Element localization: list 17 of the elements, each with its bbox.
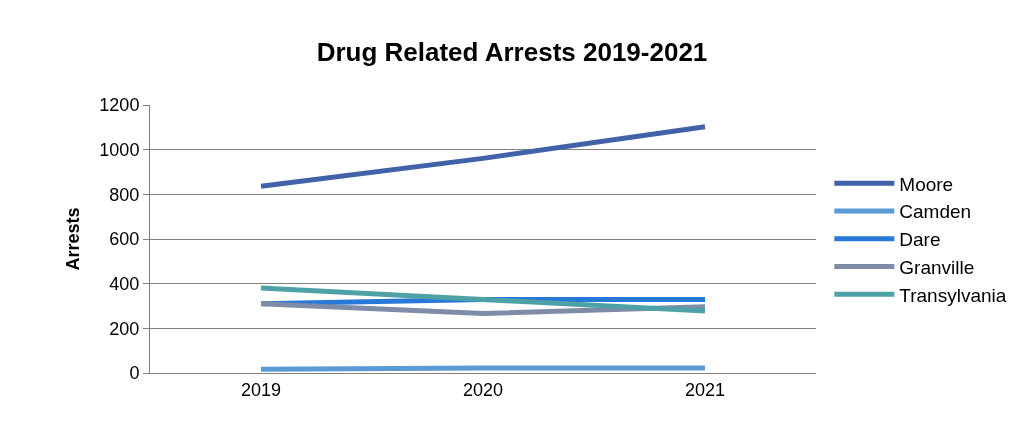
legend-label: Granville [899, 256, 975, 278]
y-axis-title: Arrests [62, 207, 83, 271]
x-tick-label: 2019 [240, 379, 282, 400]
x-tick-label: 2020 [462, 379, 504, 400]
legend-label: Dare [899, 229, 941, 251]
y-tick-label: 1000 [99, 139, 140, 160]
y-tick-label: 200 [109, 318, 140, 339]
y-tick-label: 600 [109, 229, 140, 250]
chart-title: Drug Related Arrests 2019-2021 [316, 37, 708, 68]
x-tick-label: 2021 [684, 379, 726, 400]
legend-label: Camden [899, 201, 972, 223]
y-tick-label: 0 [129, 363, 140, 384]
y-tick-label: 800 [109, 184, 140, 205]
y-tick-label: 400 [109, 273, 140, 294]
legend-label: Moore [899, 173, 954, 195]
legend-label: Transylvania [899, 284, 1007, 306]
y-tick-label: 1200 [99, 95, 140, 116]
